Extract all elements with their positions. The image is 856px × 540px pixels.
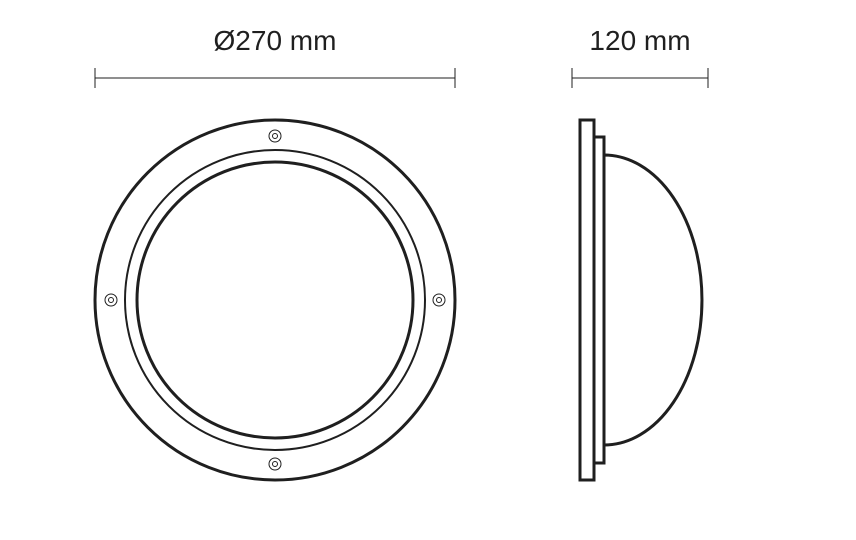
side-depth-label: 120 mm bbox=[589, 25, 690, 56]
dome-profile bbox=[604, 155, 702, 445]
technical-drawing: Ø270 mm 120 mm bbox=[0, 0, 856, 540]
screw-icon bbox=[269, 458, 281, 470]
side-dimension: 120 mm bbox=[572, 25, 708, 88]
front-view bbox=[95, 120, 455, 480]
screw-icon bbox=[433, 294, 445, 306]
side-view bbox=[580, 120, 702, 480]
screw-icon bbox=[269, 130, 281, 142]
bezel-outer-edge bbox=[95, 120, 455, 480]
screw-icon bbox=[105, 294, 117, 306]
back-plate-profile bbox=[580, 120, 594, 480]
front-dimension: Ø270 mm bbox=[95, 25, 455, 88]
front-diameter-label: Ø270 mm bbox=[214, 25, 337, 56]
